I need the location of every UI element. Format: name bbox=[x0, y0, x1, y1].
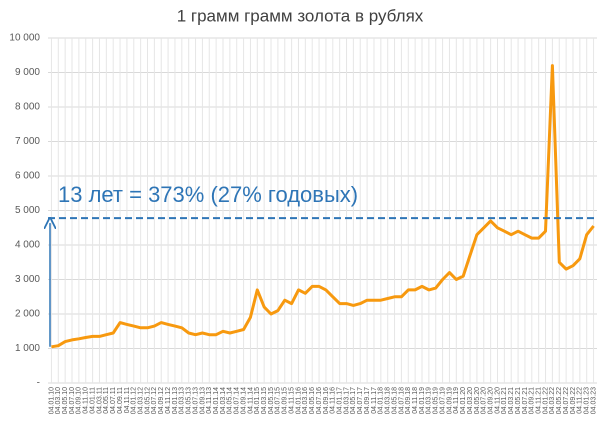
x-tick-label: 04.05.22 bbox=[556, 387, 563, 414]
x-tick-label: 04.11.10 bbox=[83, 387, 90, 414]
x-tick-label: 04.03.14 bbox=[220, 387, 227, 414]
x-tick-label: 04.07.10 bbox=[69, 387, 76, 414]
x-tick-label: 04.03.22 bbox=[549, 387, 556, 414]
x-tick-label: 04.11.17 bbox=[371, 387, 378, 414]
x-tick-label: 04.03.11 bbox=[96, 387, 103, 414]
x-tick-label: 04.09.18 bbox=[405, 387, 412, 414]
x-tick-label: 04.07.18 bbox=[398, 387, 405, 414]
x-tick-label: 04.09.10 bbox=[76, 387, 83, 414]
y-tick-label: 2 000 bbox=[15, 309, 40, 320]
x-tick-label: 04.11.12 bbox=[165, 387, 172, 414]
x-tick-label: 04.01.17 bbox=[337, 387, 344, 414]
x-tick-label: 04.05.14 bbox=[227, 387, 234, 414]
x-tick-label: 04.09.13 bbox=[199, 387, 206, 414]
y-tick-label: 6 000 bbox=[15, 171, 40, 182]
x-tick-label: 04.09.17 bbox=[364, 387, 371, 414]
line-series bbox=[51, 64, 595, 349]
x-tick-label: 04.01.20 bbox=[460, 387, 467, 414]
annotation: 13 лет = 373% (27% годовых) bbox=[58, 182, 358, 207]
x-tick-label: 04.03.18 bbox=[385, 387, 392, 414]
x-tick-label: 04.07.15 bbox=[275, 387, 282, 414]
x-tick-label: 04.09.16 bbox=[323, 387, 330, 414]
x-tick-label: 04.09.14 bbox=[240, 387, 247, 414]
y-tick-label: 8 000 bbox=[15, 102, 40, 113]
x-tick-label: 04.03.21 bbox=[508, 387, 515, 414]
x-tick-label: 04.11.22 bbox=[577, 387, 584, 414]
x-tick-label: 04.03.15 bbox=[261, 387, 268, 414]
x-tick-label: 04.05.12 bbox=[144, 387, 151, 414]
x-tick-label: 04.11.13 bbox=[206, 387, 213, 414]
x-tick-label: 04.11.16 bbox=[330, 387, 337, 414]
x-tick-label: 04.09.22 bbox=[570, 387, 577, 414]
x-tick-label: 04.07.12 bbox=[151, 387, 158, 414]
y-tick-label: 5 000 bbox=[15, 205, 40, 216]
x-tick-label: 04.01.18 bbox=[378, 387, 385, 414]
x-tick-label: 04.01.22 bbox=[542, 387, 549, 414]
x-tick-label: 04.07.16 bbox=[316, 387, 323, 414]
x-tick-label: 04.05.10 bbox=[62, 387, 69, 414]
x-tick-label: 04.07.22 bbox=[563, 387, 570, 414]
x-tick-label: 04.07.11 bbox=[110, 387, 117, 414]
x-tick-label: 04.05.13 bbox=[186, 387, 193, 414]
x-tick-label: 04.09.12 bbox=[158, 387, 165, 414]
x-tick-label: 04.03.17 bbox=[343, 387, 350, 414]
x-tick-label: 04.01.11 bbox=[89, 387, 96, 414]
x-tick-label: 04.09.11 bbox=[117, 387, 124, 414]
x-tick-label: 04.01.14 bbox=[213, 387, 220, 414]
x-tick-label: 04.01.16 bbox=[295, 387, 302, 414]
x-tick-label: 04.05.19 bbox=[433, 387, 440, 414]
x-tick-label: 04.03.23 bbox=[590, 387, 597, 414]
x-tick-label: 04.11.11 bbox=[124, 387, 131, 413]
x-tick-label: 04.11.15 bbox=[288, 387, 295, 414]
y-tick-label: 4 000 bbox=[15, 240, 40, 251]
x-tick-label: 04.01.15 bbox=[254, 387, 261, 414]
x-tick-label: 04.03.13 bbox=[179, 387, 186, 414]
x-tick-label: 04.07.13 bbox=[192, 387, 199, 414]
x-tick-label: 04.11.21 bbox=[536, 387, 543, 414]
x-tick-label: 04.01.13 bbox=[172, 387, 179, 414]
y-tick-label: 7 000 bbox=[15, 136, 40, 147]
x-tick-label: 04.07.21 bbox=[522, 387, 529, 414]
x-tick-label: 04.11.14 bbox=[247, 387, 254, 414]
x-tick-label: 04.01.23 bbox=[584, 387, 591, 414]
y-tick-label: - bbox=[37, 378, 40, 389]
x-tick-label: 04.01.12 bbox=[131, 387, 138, 414]
x-tick-label: 04.05.15 bbox=[268, 387, 275, 414]
x-tick-label: 04.01.21 bbox=[501, 387, 508, 414]
y-tick-label: 9 000 bbox=[15, 67, 40, 78]
x-tick-label: 04.03.10 bbox=[55, 387, 62, 414]
x-tick-label: 04.05.21 bbox=[515, 387, 522, 414]
x-tick-label: 04.07.20 bbox=[481, 387, 488, 414]
chart-title: 1 грамм грамм золота в рублях bbox=[177, 6, 424, 25]
x-tick-label: 04.03.20 bbox=[467, 387, 474, 414]
x-tick-label: 04.03.12 bbox=[137, 387, 144, 414]
x-tick-label: 04.09.19 bbox=[446, 387, 453, 414]
x-tick-label: 04.05.20 bbox=[474, 387, 481, 414]
x-tick-label: 04.07.14 bbox=[234, 387, 241, 414]
x-tick-label: 04.05.11 bbox=[103, 387, 110, 414]
x-tick-label: 04.01.19 bbox=[419, 387, 426, 414]
x-tick-label: 04.05.18 bbox=[391, 387, 398, 414]
x-tick-label: 04.07.17 bbox=[357, 387, 364, 414]
x-tick-label: 04.09.15 bbox=[282, 387, 289, 414]
y-tick-label: 10 000 bbox=[9, 33, 40, 44]
x-tick-label: 04.11.19 bbox=[453, 387, 460, 414]
x-tick-label: 04.09.20 bbox=[487, 387, 494, 414]
x-tick-label: 04.09.21 bbox=[529, 387, 536, 414]
x-tick-label: 04.03.16 bbox=[302, 387, 309, 414]
x-tick-label: 04.05.17 bbox=[350, 387, 357, 414]
y-tick-label: 1 000 bbox=[15, 343, 40, 354]
x-tick-label: 04.11.18 bbox=[412, 387, 419, 414]
x-tick-label: 04.07.19 bbox=[439, 387, 446, 414]
x-tick-label: 04.05.16 bbox=[309, 387, 316, 414]
x-tick-label: 04.01.10 bbox=[48, 387, 55, 414]
y-tick-label: 3 000 bbox=[15, 274, 40, 285]
x-tick-label: 04.03.19 bbox=[426, 387, 433, 414]
x-tick-label: 04.11.20 bbox=[494, 387, 501, 414]
